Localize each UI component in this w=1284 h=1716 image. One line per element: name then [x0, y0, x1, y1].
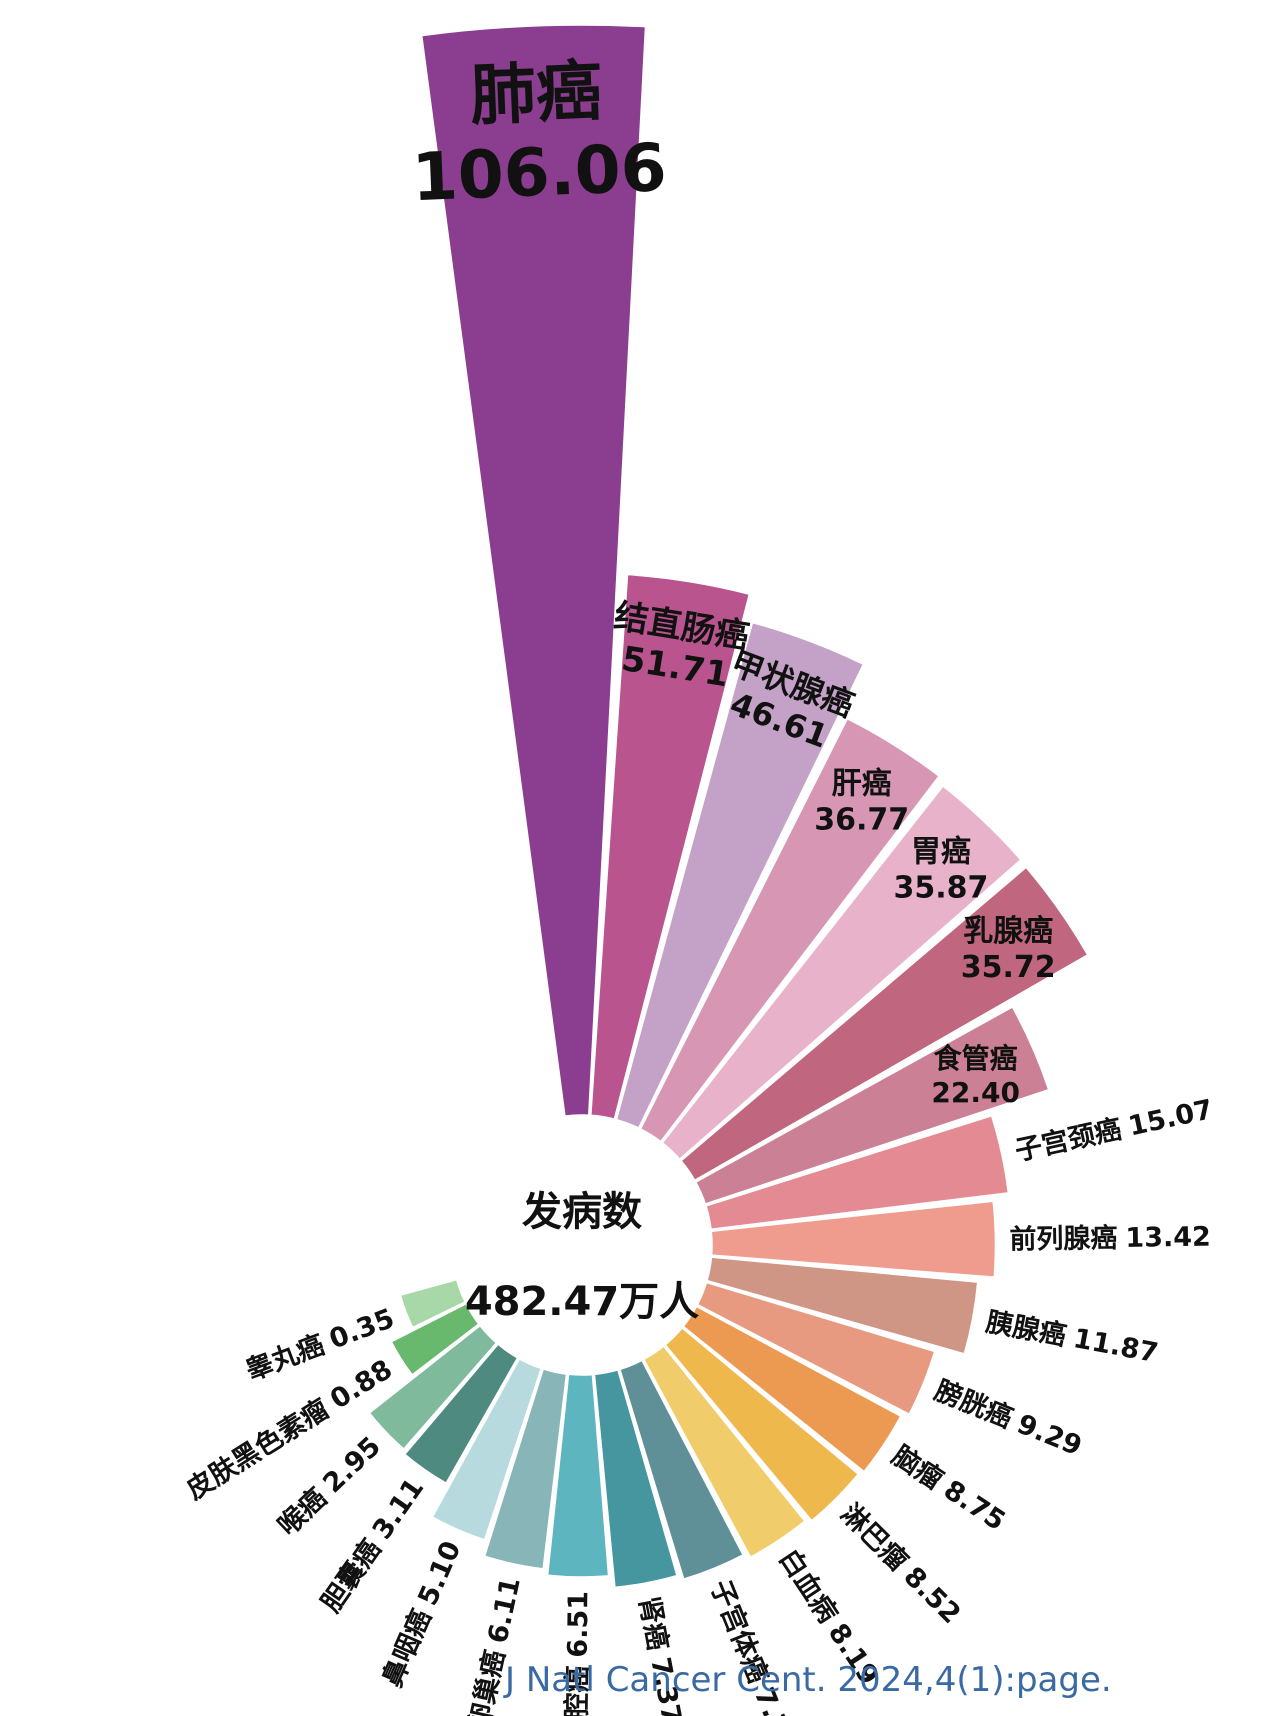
slice-value-7: 22.40: [931, 1076, 1020, 1109]
rose-slice-10: [706, 1256, 979, 1355]
slice-label-13: 淋巴瘤8.52: [834, 1497, 967, 1630]
slice-name-13: 淋巴瘤: [834, 1497, 914, 1577]
rose-slice-21: [368, 1324, 498, 1451]
slice-text-17: 口腔癌 6.51: [561, 1591, 595, 1716]
slice-value-9: 13.42: [1125, 1222, 1211, 1254]
rose-slice-12: [682, 1305, 902, 1473]
slice-name-14: 白血病: [773, 1543, 845, 1628]
rose-slice-7: [694, 1005, 1050, 1205]
citation: J Natl Cancer Cent. 2024,4(1):page.: [505, 1660, 1112, 1700]
slice-text-9: 前列腺癌 13.42: [1009, 1221, 1211, 1256]
slice-label-22: 皮肤黑色素瘤0.88: [181, 1353, 398, 1506]
slice-value-8: 15.07: [1126, 1094, 1216, 1142]
slice-name-20: 胆囊癌: [315, 1533, 388, 1618]
slice-value-1: 106.06: [410, 129, 668, 216]
slice-name-16: 肾癌: [633, 1594, 675, 1653]
slice-value-12: 8.75: [938, 1474, 1011, 1537]
center-circle: [454, 1117, 710, 1373]
slice-value-13: 8.52: [897, 1561, 966, 1630]
rose-slice-22: [390, 1302, 480, 1376]
slice-label-11: 膀胱癌9.29: [929, 1374, 1086, 1462]
slice-label-8: 子宫颈癌15.07: [1012, 1093, 1216, 1167]
slice-value-11: 9.29: [1013, 1409, 1086, 1463]
slice-value-18: 6.11: [482, 1575, 526, 1647]
rose-slice-20: [403, 1343, 519, 1485]
slice-value-20: 3.11: [367, 1473, 431, 1545]
rose-slice-8: [705, 1114, 1010, 1231]
slice-name-21: 喉癌: [272, 1482, 333, 1542]
slice-text-22: 皮肤黑色素瘤0.88: [181, 1353, 398, 1506]
slice-name-23: 睾丸癌: [242, 1328, 329, 1387]
slice-value-4: 36.77: [814, 802, 909, 837]
slice-label-19: 鼻咽癌5.10: [376, 1536, 467, 1692]
slice-name-8: 子宫颈癌: [1012, 1113, 1124, 1167]
rose-slice-5: [661, 784, 1022, 1161]
slice-name-5: 胃癌: [911, 835, 971, 870]
rose-slice-23: [399, 1278, 467, 1329]
slice-value-10: 11.87: [1071, 1323, 1161, 1369]
slice-name-17: 口腔癌: [561, 1665, 594, 1716]
slice-name-10: 胰腺癌: [983, 1306, 1069, 1352]
slice-name-4: 肝癌: [832, 766, 892, 801]
rose-slice-6: [679, 866, 1089, 1182]
slice-value-23: 0.35: [325, 1303, 398, 1356]
rose-slice-14: [642, 1345, 806, 1559]
slice-name-19: 鼻咽癌: [376, 1605, 438, 1692]
slice-name-18: 卵巢癌: [463, 1647, 511, 1716]
slice-label-17: 口腔癌 6.51: [561, 1591, 595, 1716]
slice-label-10: 胰腺癌11.87: [983, 1306, 1160, 1370]
slice-value-6: 35.72: [961, 950, 1056, 985]
slice-text-13: 淋巴瘤8.52: [834, 1497, 967, 1630]
rose-slice-1: [420, 24, 647, 1117]
slice-name-6: 乳腺癌: [963, 914, 1053, 949]
rose-slice-3: [615, 621, 865, 1130]
slice-label-9: 前列腺癌 13.42: [1009, 1221, 1211, 1256]
rose-slice-15: [618, 1359, 745, 1581]
rose-slice-17: [546, 1373, 610, 1578]
slice-text-11: 膀胱癌9.29: [929, 1374, 1086, 1462]
slice-name-12: 脑瘤: [886, 1439, 949, 1495]
rose-slice-4: [639, 717, 941, 1143]
slice-value-19: 5.10: [412, 1537, 467, 1610]
slice-value-5: 35.87: [894, 871, 989, 906]
rose-slice-18: [483, 1368, 568, 1570]
center-label: 发病数: [522, 1189, 642, 1235]
slice-text-12: 脑瘤8.75: [886, 1439, 1011, 1537]
rose-slice-9: [710, 1200, 997, 1278]
rose-slice-16: [593, 1369, 678, 1589]
rose-slice-2: [590, 573, 751, 1121]
slice-name-1: 肺癌: [469, 52, 604, 134]
rose-slice-19: [431, 1357, 543, 1541]
slice-name-9: 前列腺癌: [1009, 1222, 1117, 1256]
slice-value-21: 2.95: [317, 1431, 387, 1499]
slice-name-7: 食管癌: [934, 1042, 1018, 1075]
rose-slice-11: [696, 1281, 936, 1416]
slice-value-17: 6.51: [563, 1591, 595, 1658]
slice-label-12: 脑瘤8.75: [886, 1439, 1011, 1537]
center-value: 482.47万人: [465, 1279, 699, 1325]
rose-slice-13: [664, 1326, 860, 1522]
slice-text-10: 胰腺癌11.87: [983, 1306, 1160, 1370]
slice-text-19: 鼻咽癌5.10: [376, 1536, 467, 1691]
slice-name-11: 膀胱癌: [929, 1374, 1017, 1434]
slice-text-8: 子宫颈癌15.07: [1012, 1093, 1216, 1167]
